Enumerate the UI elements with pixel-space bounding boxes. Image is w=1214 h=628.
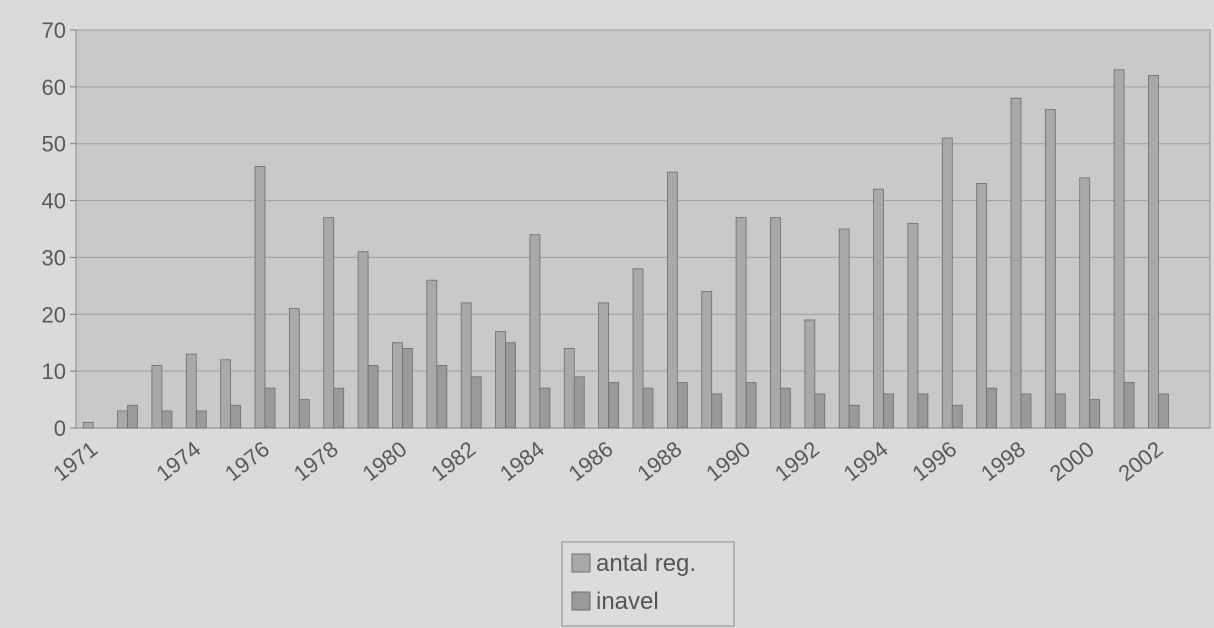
bar-antal-reg-1987 xyxy=(632,268,644,429)
x-tick-label: 1992 xyxy=(770,436,824,486)
bar-inavel-2002 xyxy=(1158,393,1169,429)
bar-inavel-1997 xyxy=(986,387,998,429)
bar-antal-reg-1990 xyxy=(735,217,747,429)
bar-antal-reg-1991 xyxy=(770,217,781,429)
legend xyxy=(561,541,735,627)
bar-antal-reg-1992 xyxy=(804,319,816,429)
bar-inavel-1973 xyxy=(161,410,173,429)
bar-antal-reg-1983 xyxy=(495,330,506,429)
legend-label-antal-reg: antal reg. xyxy=(596,550,696,577)
bar-antal-reg-1982 xyxy=(460,302,472,429)
bar-antal-reg-1989 xyxy=(701,291,713,429)
x-tick-label: 1976 xyxy=(220,436,274,486)
bar-antal-reg-1999 xyxy=(1044,109,1056,429)
bar-antal-reg-1981 xyxy=(426,279,438,429)
bar-antal-reg-1971 xyxy=(82,421,94,429)
x-tick-label: 1988 xyxy=(632,436,686,486)
bar-antal-reg-1993 xyxy=(838,228,850,429)
bar-inavel-1999 xyxy=(1054,393,1066,429)
bar-inavel-2000 xyxy=(1089,399,1101,429)
legend-swatch-inavel xyxy=(571,591,591,611)
bar-antal-reg-1975 xyxy=(220,359,232,429)
bar-inavel-1978 xyxy=(333,387,345,429)
bar-inavel-1990 xyxy=(745,382,757,429)
bar-antal-reg-2001 xyxy=(1113,69,1125,429)
y-tick-label: 40 xyxy=(42,189,66,214)
bar-antal-reg-1972 xyxy=(117,410,128,429)
bar-inavel-1982 xyxy=(470,376,482,429)
bar-antal-reg-1974 xyxy=(185,353,197,429)
bar-antal-reg-1988 xyxy=(666,171,678,429)
bar-inavel-1985 xyxy=(573,376,585,429)
bar-inavel-1981 xyxy=(436,365,448,429)
bar-inavel-1994 xyxy=(883,393,894,429)
x-tick-label: 1971 xyxy=(48,436,102,486)
bar-inavel-1974 xyxy=(195,410,207,429)
bar-antal-reg-2002 xyxy=(1148,75,1159,429)
bar-antal-reg-1997 xyxy=(976,183,988,429)
x-tick-label: 1978 xyxy=(289,436,343,486)
x-tick-label: 1984 xyxy=(495,436,549,486)
x-tick-label: 1990 xyxy=(701,436,755,486)
bar-inavel-1972 xyxy=(127,404,138,429)
bar-inavel-1975 xyxy=(230,404,242,429)
y-tick-label: 20 xyxy=(42,302,66,327)
bar-antal-reg-1994 xyxy=(873,188,884,429)
x-tick-label: 1982 xyxy=(426,436,480,486)
bar-inavel-1996 xyxy=(951,404,963,429)
y-tick-label: 50 xyxy=(42,132,66,157)
bar-antal-reg-1973 xyxy=(151,365,163,429)
bar-antal-reg-1980 xyxy=(392,342,403,429)
y-tick-label: 70 xyxy=(42,18,66,43)
bar-inavel-1987 xyxy=(642,387,654,429)
legend-label-inavel: inavel xyxy=(596,588,659,615)
bar-inavel-1983 xyxy=(505,342,516,429)
bar-inavel-1989 xyxy=(711,393,723,429)
bar-inavel-2001 xyxy=(1123,382,1135,429)
bar-inavel-1995 xyxy=(917,393,929,429)
bar-inavel-1998 xyxy=(1020,393,1032,429)
y-tick-label: 0 xyxy=(54,416,66,441)
bar-antal-reg-1986 xyxy=(598,302,610,429)
bar-inavel-1992 xyxy=(814,393,826,429)
y-tick-label: 60 xyxy=(42,75,66,100)
x-tick-label: 1998 xyxy=(976,436,1030,486)
bar-antal-reg-1978 xyxy=(323,217,335,429)
bar-antal-reg-1985 xyxy=(563,347,575,429)
x-tick-label: 1974 xyxy=(151,436,205,486)
bar-inavel-1993 xyxy=(848,404,860,429)
bar-inavel-1979 xyxy=(367,365,379,429)
x-tick-label: 1986 xyxy=(564,436,618,486)
x-tick-label: 1994 xyxy=(839,436,893,486)
bar-inavel-1976 xyxy=(264,387,276,429)
bar-inavel-1988 xyxy=(676,382,688,429)
x-tick-label: 2000 xyxy=(1045,436,1099,486)
bar-antal-reg-1995 xyxy=(907,222,919,429)
bar-inavel-1980 xyxy=(402,347,413,429)
bar-inavel-1986 xyxy=(608,382,620,429)
bar-inavel-1991 xyxy=(780,387,791,429)
bar-antal-reg-1996 xyxy=(941,137,953,429)
x-tick-label: 2002 xyxy=(1114,436,1168,486)
x-tick-label: 1996 xyxy=(907,436,961,486)
bar-inavel-1977 xyxy=(298,399,310,429)
bar-antal-reg-1977 xyxy=(288,308,300,429)
bar-antal-reg-1979 xyxy=(357,251,369,429)
bar-inavel-1984 xyxy=(539,387,551,429)
bar-antal-reg-2000 xyxy=(1079,177,1091,429)
legend-swatch-antal-reg xyxy=(571,553,591,573)
bar-antal-reg-1984 xyxy=(529,234,541,429)
bar-antal-reg-1998 xyxy=(1010,97,1022,429)
bar-antal-reg-1976 xyxy=(254,166,266,429)
y-tick-label: 30 xyxy=(42,245,66,270)
y-tick-label: 10 xyxy=(42,359,66,384)
x-tick-label: 1980 xyxy=(358,436,412,486)
